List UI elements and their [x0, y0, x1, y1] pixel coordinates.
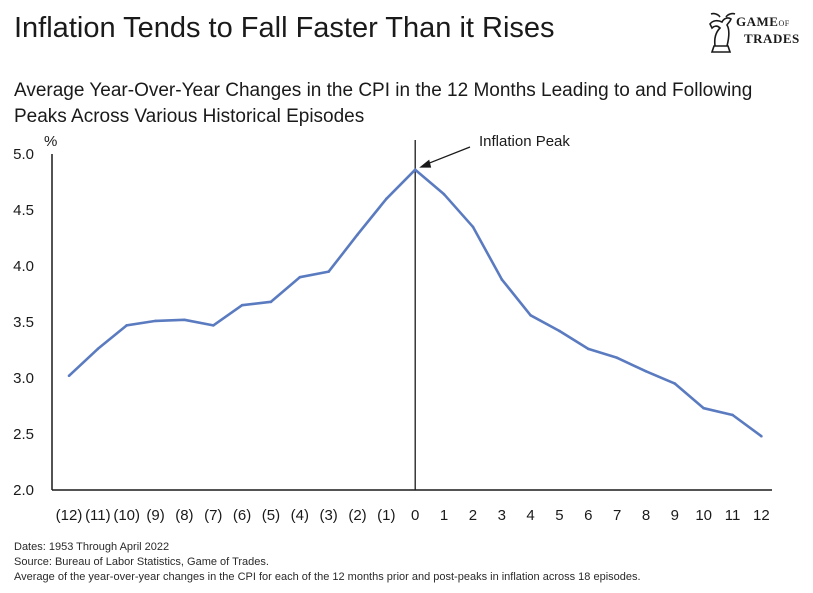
x-tick-label: (5)	[262, 507, 280, 524]
x-tick-label: (11)	[85, 507, 111, 524]
x-tick-label: 3	[498, 507, 506, 524]
x-tick-label: (2)	[348, 507, 366, 524]
bull-chess-knight-icon	[709, 12, 736, 53]
x-tick-label: 1	[440, 507, 448, 524]
x-tick-label: 4	[526, 507, 534, 524]
data-point	[731, 413, 734, 417]
x-tick-label: 6	[584, 507, 592, 524]
notes-description: Average of the year-over-year changes in…	[14, 571, 641, 583]
data-point	[413, 168, 417, 171]
x-tick-label: 5	[555, 507, 563, 524]
data-point	[356, 233, 359, 236]
y-tick-label: 4.5	[13, 202, 34, 219]
x-tick-label: 11	[725, 507, 741, 524]
y-tick-label: 2.0	[13, 482, 34, 499]
x-tick-label: (12)	[56, 507, 83, 524]
chart-subtitle: Average Year-Over-Year Changes in the CP…	[14, 80, 753, 127]
data-point	[442, 193, 446, 196]
annotation-label: Inflation Peak	[479, 133, 570, 150]
data-point	[471, 225, 475, 229]
data-point	[644, 369, 648, 373]
annotation-arrow-shaft	[424, 146, 471, 166]
y-tick-label: 3.5	[13, 314, 34, 331]
data-point	[211, 324, 215, 327]
page-title: Inflation Tends to Fall Faster Than it R…	[14, 12, 555, 44]
data-point	[96, 347, 100, 351]
x-tick-label: (6)	[233, 507, 251, 524]
data-point	[327, 270, 330, 273]
annotation-arrow-head	[419, 159, 432, 168]
data-point	[760, 434, 763, 438]
x-tick-label: (9)	[146, 507, 164, 524]
y-tick-label: 5.0	[13, 146, 34, 163]
x-tick-label: 9	[671, 507, 679, 524]
data-point	[702, 406, 705, 410]
x-tick-label: (10)	[113, 507, 140, 524]
x-tick-label: (4)	[291, 507, 309, 524]
x-tick-label: 10	[695, 507, 712, 524]
chart-notes: Dates: 1953 Through April 2022 Source: B…	[14, 540, 641, 585]
data-point	[673, 382, 677, 385]
data-point	[385, 197, 388, 201]
y-tick-label: 2.5	[13, 426, 34, 443]
x-tick-label: (3)	[319, 507, 337, 524]
y-axis-unit-label: %	[44, 133, 57, 150]
x-tick-label: (7)	[204, 507, 222, 524]
logo-line1-small: OF	[778, 19, 790, 28]
data-point	[240, 303, 244, 307]
data-point	[125, 324, 128, 327]
x-tick-label: 8	[642, 507, 650, 524]
logo-wordmark: GAMEOF TRADES	[736, 14, 800, 46]
x-tick-label: 7	[613, 507, 621, 524]
data-point	[615, 356, 619, 360]
x-tick-label: 2	[469, 507, 477, 524]
data-point	[183, 318, 186, 322]
y-tick-label: 4.0	[13, 258, 34, 275]
data-point	[558, 329, 561, 333]
data-point	[67, 374, 71, 378]
x-tick-label: (8)	[175, 507, 193, 524]
x-tick-label: 12	[753, 507, 770, 524]
data-point	[269, 300, 273, 304]
x-tick-label: (1)	[377, 507, 395, 524]
logo-line2: TRADES	[744, 31, 800, 46]
y-tick-label: 3.0	[13, 370, 34, 387]
notes-dates: Dates: 1953 Through April 2022	[14, 541, 170, 553]
data-point	[500, 278, 504, 281]
data-point	[154, 319, 157, 323]
logo-line1: GAME	[736, 14, 779, 29]
x-tick-label: 0	[411, 507, 419, 524]
notes-source: Source: Bureau of Labor Statistics, Game…	[14, 556, 269, 568]
data-point	[298, 275, 302, 279]
data-point	[587, 347, 590, 351]
data-point	[529, 313, 532, 317]
